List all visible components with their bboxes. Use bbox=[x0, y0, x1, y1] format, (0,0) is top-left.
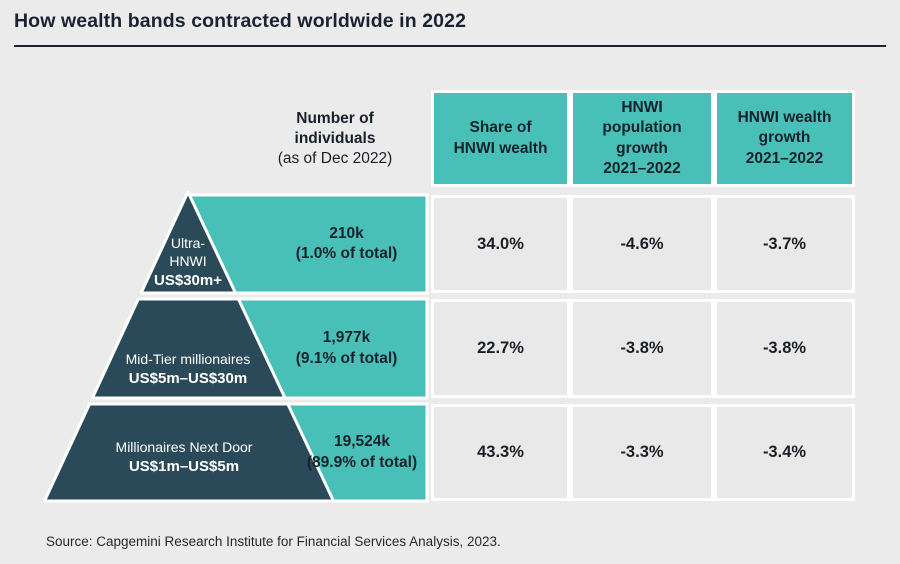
tier-name: Mid-Tier millionaires bbox=[125, 351, 251, 368]
header-line: population bbox=[602, 119, 682, 137]
individuals-count: 210k bbox=[329, 224, 364, 242]
pyramid-tier-nextdoor bbox=[43, 402, 335, 503]
source-attribution: Source: Capgemini Research Institute for… bbox=[46, 534, 501, 549]
tier-name: HNWI bbox=[169, 253, 207, 270]
cell-wealth-growth-nextdoor: -3.4% bbox=[714, 404, 855, 501]
column-header-wealth-growth: HNWI wealth growth 2021–2022 bbox=[714, 90, 855, 187]
column-header-individuals-line: Number of bbox=[296, 110, 374, 128]
column-header-share-of-wealth: Share of HNWI wealth bbox=[431, 90, 570, 187]
column-header-individuals-line: individuals bbox=[294, 130, 376, 148]
tier-range: US$1m–US$5m bbox=[128, 457, 240, 475]
individuals-share: (89.9% of total) bbox=[306, 453, 418, 471]
tier-range: US$5m–US$30m bbox=[128, 369, 248, 387]
cell-population-growth-midtier: -3.8% bbox=[570, 299, 714, 398]
individuals-value-ultra: 210k (1.0% of total) bbox=[266, 195, 427, 293]
header-line: HNWI bbox=[621, 99, 663, 117]
cell-population-growth-nextdoor: -3.3% bbox=[570, 404, 714, 501]
header-line: 2021–2022 bbox=[603, 159, 681, 177]
individuals-value-nextdoor: 19,524k (89.9% of total) bbox=[303, 404, 421, 501]
tier-label-mid-tier: Mid-Tier millionaires US$5m–US$30m bbox=[88, 340, 288, 388]
individuals-count: 1,977k bbox=[322, 329, 371, 347]
header-line: growth bbox=[616, 139, 668, 157]
individuals-value-midtier: 1,977k (9.1% of total) bbox=[266, 299, 427, 398]
header-line: growth bbox=[758, 129, 811, 147]
individuals-share: (9.1% of total) bbox=[295, 349, 398, 367]
cell-wealth-growth-ultra: -3.7% bbox=[714, 195, 855, 293]
cell-population-growth-ultra: -4.6% bbox=[570, 195, 714, 293]
individuals-count: 19,524k bbox=[333, 433, 391, 451]
header-line: 2021–2022 bbox=[745, 149, 824, 167]
pyramid-tier-ultra bbox=[139, 190, 237, 295]
header-line: HNWI wealth bbox=[453, 139, 548, 157]
cell-share-of-wealth-midtier: 22.7% bbox=[431, 299, 570, 398]
header-line: Share of bbox=[469, 119, 532, 137]
cell-share-of-wealth-nextdoor: 43.3% bbox=[431, 404, 570, 501]
column-header-individuals: Number of individuals (as of Dec 2022) bbox=[240, 99, 430, 179]
column-header-individuals-line: (as of Dec 2022) bbox=[277, 149, 393, 167]
pyramid-tier-midtier bbox=[90, 297, 287, 400]
page-title: How wealth bands contracted worldwide in… bbox=[14, 10, 467, 32]
individuals-share: (1.0% of total) bbox=[295, 245, 398, 262]
tier-range: US$30m+ bbox=[154, 271, 222, 289]
tier-name: Ultra- bbox=[170, 235, 206, 252]
header-line: HNWI wealth bbox=[737, 109, 832, 127]
cell-share-of-wealth-ultra: 34.0% bbox=[431, 195, 570, 293]
title-rule bbox=[14, 45, 886, 47]
tier-name: Millionaires Next Door bbox=[115, 439, 253, 456]
cell-wealth-growth-midtier: -3.8% bbox=[714, 299, 855, 398]
tier-label-millionaires-next-door: Millionaires Next Door US$1m–US$5m bbox=[84, 428, 284, 476]
tier-label-ultra-hnwi: Ultra- HNWI US$30m+ bbox=[128, 228, 248, 290]
column-header-population-growth: HNWI population growth 2021–2022 bbox=[570, 90, 714, 187]
